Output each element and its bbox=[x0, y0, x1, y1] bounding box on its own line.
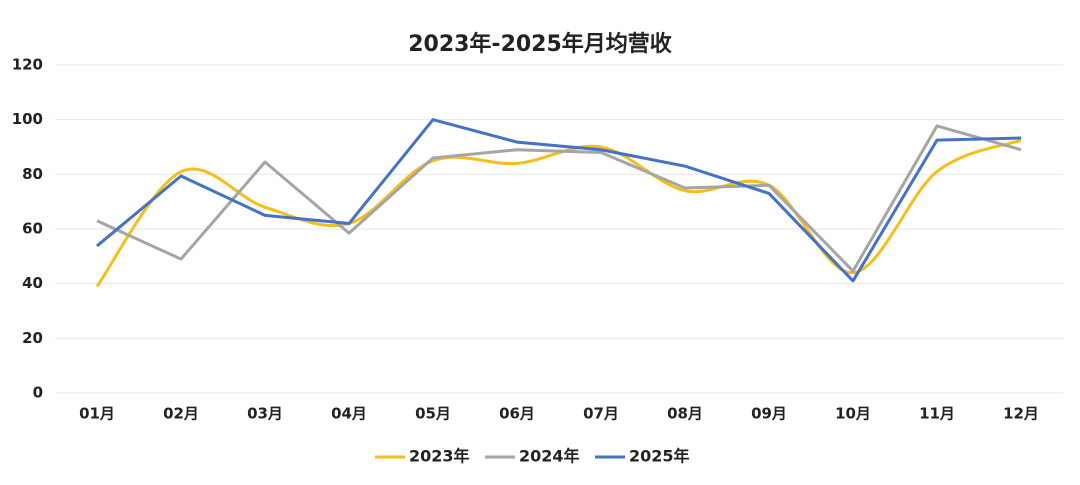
y-tick-label: 40 bbox=[22, 274, 43, 292]
legend-label: 2024年 bbox=[519, 447, 580, 466]
x-tick-label: 09月 bbox=[751, 405, 787, 423]
x-tick-label: 12月 bbox=[1003, 405, 1039, 423]
chart-title: 2023年-2025年月均营收 bbox=[408, 31, 672, 57]
y-tick-label: 80 bbox=[22, 165, 43, 183]
series-line bbox=[96, 118, 1022, 283]
legend-label: 2025年 bbox=[629, 447, 690, 466]
legend-label: 2023年 bbox=[409, 447, 470, 466]
x-tick-label: 03月 bbox=[247, 405, 283, 423]
y-tick-label: 120 bbox=[12, 56, 43, 74]
y-tick-label: 20 bbox=[22, 329, 43, 347]
x-tick-label: 01月 bbox=[79, 405, 115, 423]
series-line bbox=[96, 124, 1022, 273]
x-tick-label: 02月 bbox=[163, 405, 199, 423]
x-tick-label: 06月 bbox=[499, 405, 535, 423]
x-tick-label: 05月 bbox=[415, 405, 451, 423]
y-tick-label: 100 bbox=[12, 110, 43, 128]
x-tick-label: 04月 bbox=[331, 405, 367, 423]
x-tick-label: 11月 bbox=[919, 405, 955, 423]
x-tick-label: 08月 bbox=[667, 405, 703, 423]
x-tick-label: 07月 bbox=[583, 405, 619, 423]
x-tick-label: 10月 bbox=[835, 405, 871, 423]
y-tick-label: 0 bbox=[33, 384, 43, 402]
y-tick-label: 60 bbox=[22, 220, 43, 238]
